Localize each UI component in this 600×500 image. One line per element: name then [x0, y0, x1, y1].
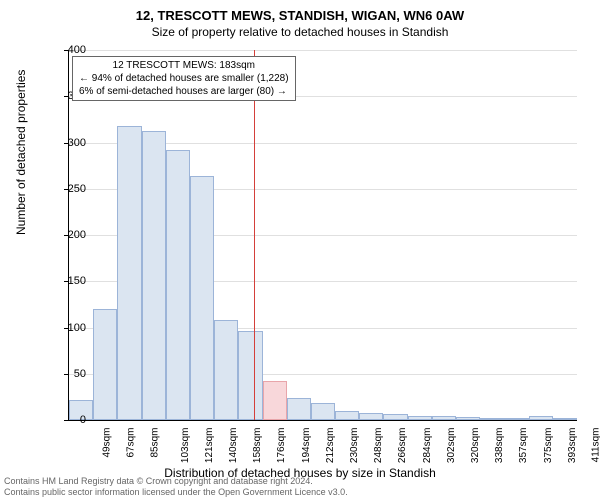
x-tick-label: 176sqm — [277, 428, 288, 464]
grid-line — [69, 50, 577, 51]
bar — [214, 320, 238, 420]
bar — [456, 417, 480, 420]
x-tick-label: 357sqm — [518, 428, 529, 464]
annotation-line: 6% of semi-detached houses are larger (8… — [79, 85, 289, 98]
y-tick-label: 300 — [68, 137, 86, 149]
bar — [432, 416, 456, 420]
bar — [335, 411, 359, 420]
x-tick-label: 230sqm — [349, 428, 360, 464]
x-tick-label: 85sqm — [150, 428, 161, 458]
chart-area — [68, 50, 576, 420]
x-tick-label: 103sqm — [180, 428, 191, 464]
title-sub: Size of property relative to detached ho… — [0, 23, 600, 39]
y-tick-label: 0 — [80, 414, 86, 426]
bar — [359, 413, 383, 420]
plot — [68, 50, 577, 421]
y-tick-label: 100 — [68, 322, 86, 334]
y-tick-label: 150 — [68, 275, 86, 287]
bar — [529, 416, 553, 420]
bar — [553, 418, 577, 420]
x-tick-label: 49sqm — [102, 428, 113, 458]
reference-line — [254, 50, 255, 420]
x-tick-label: 393sqm — [567, 428, 578, 464]
x-tick-label: 411sqm — [590, 428, 600, 463]
title-main: 12, TRESCOTT MEWS, STANDISH, WIGAN, WN6 … — [0, 0, 600, 23]
bar — [263, 381, 287, 420]
bar — [408, 416, 432, 420]
x-tick-label: 140sqm — [228, 428, 239, 464]
bar — [480, 418, 504, 420]
x-tick-label: 121sqm — [204, 428, 215, 464]
y-tick-label: 250 — [68, 183, 86, 195]
x-tick-label: 158sqm — [252, 428, 263, 464]
x-tick-label: 375sqm — [543, 428, 554, 464]
bar — [383, 414, 407, 420]
bar — [93, 309, 117, 420]
bar — [190, 176, 214, 420]
bar — [311, 403, 335, 420]
bar — [287, 398, 311, 420]
footer: Contains HM Land Registry data © Crown c… — [4, 476, 348, 498]
x-tick-label: 320sqm — [470, 428, 481, 464]
bar — [142, 131, 166, 420]
x-tick-label: 338sqm — [494, 428, 505, 464]
annotation-line: 12 TRESCOTT MEWS: 183sqm — [79, 59, 289, 72]
x-tick-label: 266sqm — [397, 428, 408, 464]
y-tick-mark — [64, 374, 69, 375]
x-tick-label: 302sqm — [446, 428, 457, 464]
footer-line1: Contains HM Land Registry data © Crown c… — [4, 476, 348, 487]
x-tick-label: 284sqm — [422, 428, 433, 464]
y-tick-label: 200 — [68, 229, 86, 241]
x-tick-label: 248sqm — [373, 428, 384, 464]
y-tick-label: 50 — [74, 368, 86, 380]
chart-container: 12, TRESCOTT MEWS, STANDISH, WIGAN, WN6 … — [0, 0, 600, 500]
annotation-box: 12 TRESCOTT MEWS: 183sqm← 94% of detache… — [72, 56, 296, 101]
y-tick-mark — [64, 420, 69, 421]
y-axis-label: Number of detached properties — [14, 70, 28, 235]
bar — [238, 331, 262, 420]
x-tick-label: 194sqm — [301, 428, 312, 464]
bar — [117, 126, 141, 420]
footer-line2: Contains public sector information licen… — [4, 487, 348, 498]
x-tick-label: 67sqm — [126, 428, 137, 458]
y-tick-label: 400 — [68, 44, 86, 56]
bar — [504, 418, 528, 420]
x-tick-label: 212sqm — [325, 428, 336, 464]
bar — [166, 150, 190, 420]
annotation-line: ← 94% of detached houses are smaller (1,… — [79, 72, 289, 85]
